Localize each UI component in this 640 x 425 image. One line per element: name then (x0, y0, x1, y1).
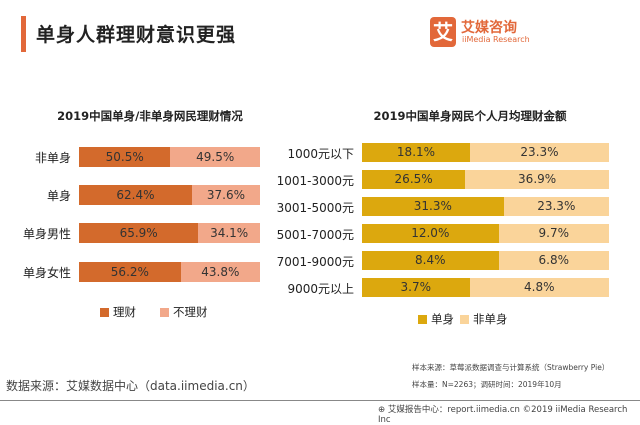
legend-label: 理财 (113, 305, 136, 319)
category-label: 5001-7000元 (276, 227, 354, 242)
bar-segment-不理财: 37.6% (191, 185, 260, 205)
bar-segment-非单身: 4.8% (469, 278, 609, 297)
legend-item: 理财 (100, 304, 136, 320)
category-label: 3001-5000元 (276, 200, 354, 215)
category-label: 1000元以下 (287, 146, 354, 161)
legend-swatch (100, 307, 109, 317)
bar-segment-不理财: 43.8% (180, 262, 260, 282)
bar-segment-单身: 31.3% (362, 197, 504, 216)
copyright: ⊕ 艾媒报告中心：report.iimedia.cn ©2019 iiMedia… (378, 405, 628, 425)
sample-size: 样本量：N=2263；调研时间：2019年10月 (412, 380, 562, 389)
footer-divider (0, 400, 640, 401)
legend-label: 单身 (431, 312, 454, 326)
bar-segment-理财: 65.9% (79, 223, 199, 243)
legend-item: 不理财 (160, 304, 208, 320)
bar-segment-非单身: 36.9% (465, 170, 609, 189)
chart-1-title: 2019中国单身/非单身网民理财情况 (57, 109, 243, 123)
logo-name: 艾媒咨询 (461, 20, 517, 36)
bar-segment-不理财: 34.1% (198, 223, 260, 243)
bar-segment-非单身: 23.3% (469, 143, 609, 162)
page-title: 单身人群理财意识更强 (36, 24, 237, 46)
legend-item: 非单身 (460, 311, 508, 327)
data-source: 数据来源：艾媒数据中心（data.iimedia.cn） (6, 379, 255, 393)
bar-segment-非单身: 6.8% (498, 251, 609, 270)
category-label: 非单身 (34, 151, 71, 165)
bar-segment-单身: 12.0% (362, 224, 499, 243)
category-label: 单身女性 (22, 266, 71, 280)
bar-segment-理财: 50.5% (79, 147, 171, 167)
bar-segment-单身: 3.7% (362, 278, 470, 297)
bar-segment-理财: 62.4% (79, 185, 192, 205)
bar-segment-理财: 56.2% (79, 262, 181, 282)
legend-swatch (460, 314, 469, 324)
bar-segment-非单身: 9.7% (498, 224, 609, 243)
chart-2-title: 2019中国单身网民个人月均理财金额 (373, 109, 567, 123)
sample-source: 样本来源：草莓派数据调查与计算系统（Strawberry Pie） (412, 363, 610, 372)
legend-swatch (160, 307, 169, 317)
logo-mark: 艾 (430, 17, 456, 47)
bar-segment-非单身: 23.3% (503, 197, 609, 216)
category-label: 1001-3000元 (276, 173, 354, 188)
category-label: 9000元以上 (287, 281, 354, 296)
category-label: 7001-9000元 (276, 254, 354, 269)
legend-label: 不理财 (173, 305, 208, 319)
bar-segment-单身: 8.4% (362, 251, 499, 270)
bar-segment-单身: 18.1% (362, 143, 470, 162)
category-label: 单身 (46, 189, 71, 203)
legend-item: 单身 (418, 311, 454, 327)
category-label: 单身男性 (22, 227, 71, 241)
legend-swatch (418, 314, 427, 324)
bar-segment-不理财: 49.5% (170, 147, 260, 167)
logo-subtitle: iiMedia Research (462, 35, 530, 44)
legend-label: 非单身 (473, 312, 508, 326)
title-accent-bar (21, 16, 26, 52)
bar-segment-单身: 26.5% (362, 170, 466, 189)
